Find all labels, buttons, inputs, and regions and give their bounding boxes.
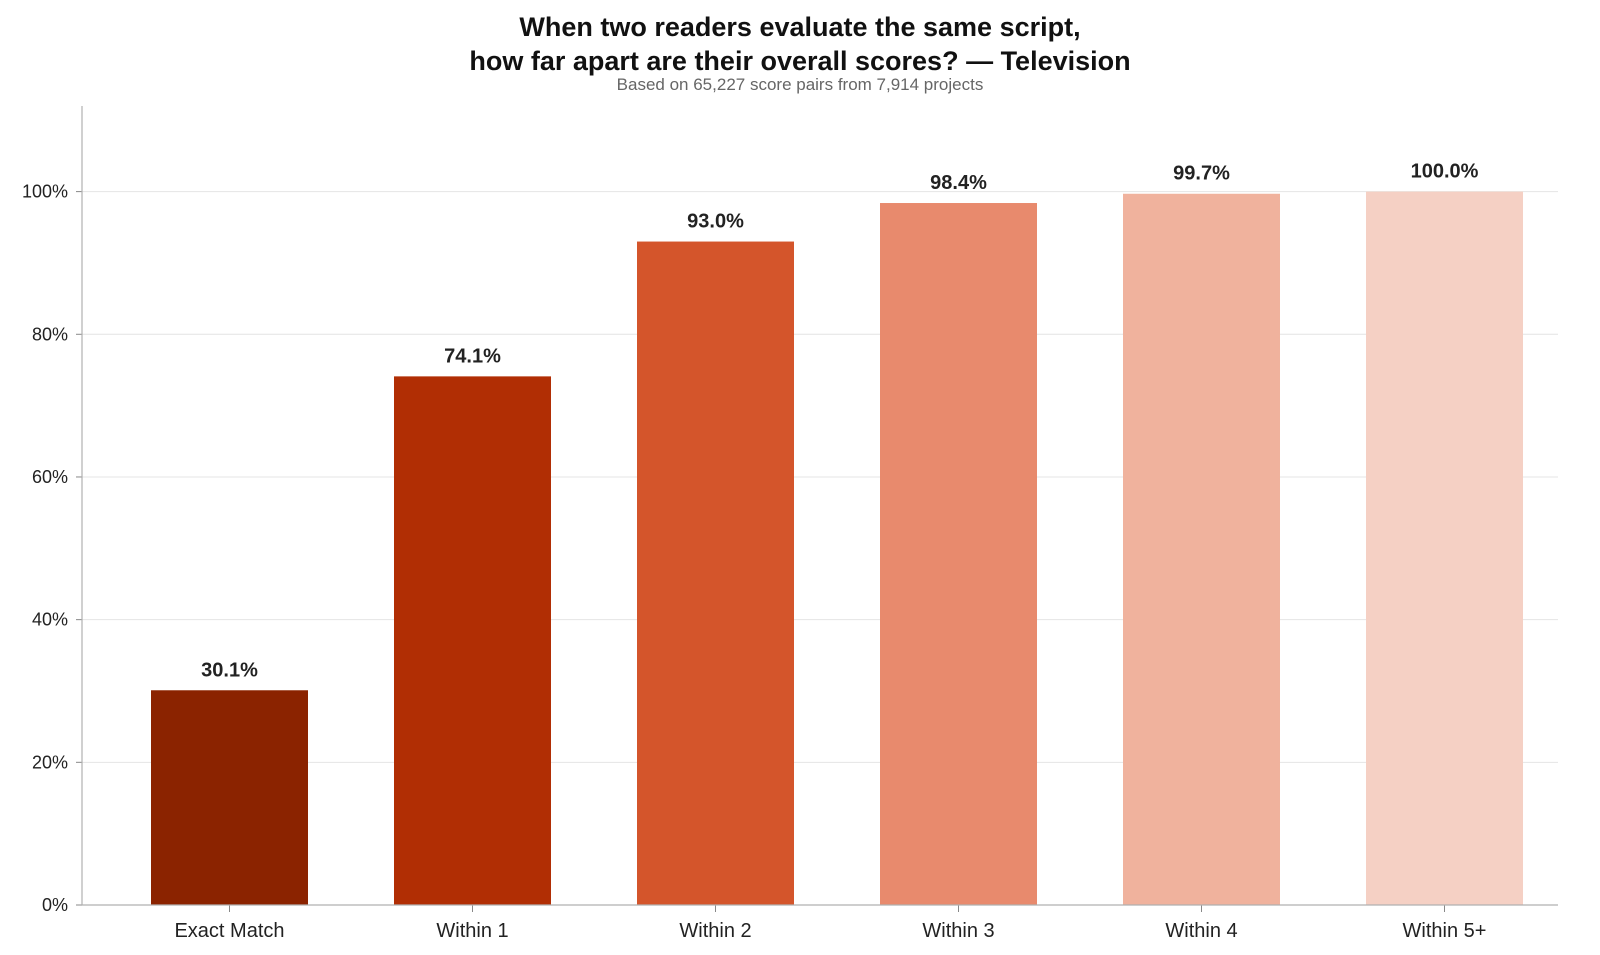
gridlines bbox=[82, 191, 1558, 763]
x-tick-label: Within 5+ bbox=[1403, 920, 1487, 942]
bar-value-label: 99.7% bbox=[1173, 163, 1230, 185]
chart-subtitle: Based on 65,227 score pairs from 7,914 p… bbox=[616, 75, 984, 94]
bar-value-label: 98.4% bbox=[930, 172, 987, 194]
x-tick-label: Within 2 bbox=[679, 920, 751, 942]
axes bbox=[76, 106, 1558, 912]
y-tick-label: 60% bbox=[32, 467, 68, 487]
bar-value-label: 93.0% bbox=[687, 211, 744, 233]
x-tick-label: Within 3 bbox=[922, 920, 994, 942]
bar-value-label: 100.0% bbox=[1411, 161, 1479, 183]
y-tick-label: 0% bbox=[42, 895, 68, 915]
bar bbox=[1366, 191, 1523, 905]
y-tick-label: 100% bbox=[22, 182, 68, 202]
chart-title-line-1: When two readers evaluate the same scrip… bbox=[519, 12, 1081, 42]
bar bbox=[1123, 193, 1280, 905]
bar bbox=[151, 690, 308, 905]
y-tick-label: 20% bbox=[32, 752, 68, 772]
bar-value-label: 30.1% bbox=[201, 659, 258, 681]
bars bbox=[151, 191, 1523, 906]
y-tick-label: 80% bbox=[32, 324, 68, 344]
bar-value-label: 74.1% bbox=[444, 345, 501, 367]
y-tick-label: 40% bbox=[32, 610, 68, 630]
bar bbox=[394, 376, 551, 906]
x-tick-label: Exact Match bbox=[174, 920, 284, 942]
bar bbox=[880, 203, 1037, 905]
labels: 0% 20% 40% 60% 80% 100% 30.1% Exact Match 74.1% W… bbox=[22, 161, 1487, 942]
x-tick-label: Within 1 bbox=[436, 920, 508, 942]
bar bbox=[637, 241, 794, 905]
chart-title-line-2: how far apart are their overall scores? … bbox=[469, 46, 1131, 76]
x-tick-label: Within 4 bbox=[1165, 920, 1237, 942]
